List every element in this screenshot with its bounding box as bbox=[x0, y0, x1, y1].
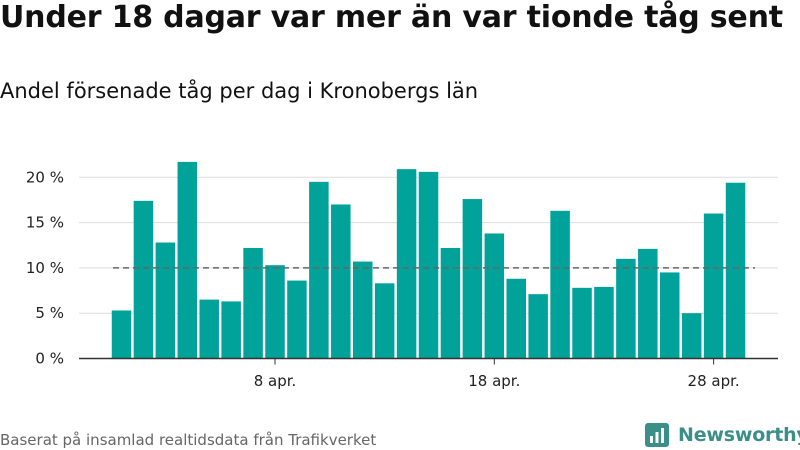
bar bbox=[133, 200, 154, 359]
bar bbox=[594, 286, 614, 359]
y-tick-label: 10 % bbox=[26, 259, 64, 277]
y-axis-tick-labels: 0 % 5 % 10 % 15 % 20 % bbox=[26, 168, 64, 367]
chart-subtitle: Andel försenade tåg per dag i Kronobergs… bbox=[0, 79, 479, 103]
bar bbox=[506, 278, 526, 359]
chart-title: Under 18 dagar var mer än var tionde tåg… bbox=[0, 0, 783, 35]
bar bbox=[111, 310, 132, 359]
y-tick-label: 0 % bbox=[35, 350, 64, 368]
bar bbox=[462, 199, 483, 359]
bar bbox=[418, 171, 439, 359]
x-tick-label: 8 apr. bbox=[254, 372, 297, 390]
y-tick-label: 20 % bbox=[26, 168, 64, 186]
x-axis: 8 apr. 18 apr. 28 apr. bbox=[79, 357, 778, 390]
bar bbox=[681, 313, 702, 359]
bar bbox=[155, 242, 176, 359]
bar bbox=[660, 272, 680, 359]
bar bbox=[177, 161, 198, 359]
newsworthy-logo-icon bbox=[645, 423, 669, 447]
bar bbox=[440, 247, 461, 359]
brand-name: Newsworthy bbox=[678, 424, 800, 446]
bar bbox=[374, 283, 395, 359]
bar bbox=[199, 299, 219, 359]
brand-logo: Newsworthy bbox=[644, 421, 800, 449]
bar bbox=[287, 280, 307, 359]
bar bbox=[572, 287, 592, 359]
bar bbox=[352, 261, 373, 359]
bar bbox=[528, 294, 548, 359]
y-tick-label: 15 % bbox=[26, 214, 64, 232]
bar bbox=[616, 258, 636, 359]
bar bbox=[550, 210, 570, 359]
bar bbox=[265, 265, 285, 359]
bar bbox=[309, 181, 329, 359]
bar bbox=[638, 248, 658, 359]
bar bbox=[703, 213, 724, 359]
bar bbox=[484, 233, 505, 359]
bar bbox=[396, 169, 417, 359]
y-tick-label: 5 % bbox=[35, 304, 64, 322]
bars bbox=[111, 161, 746, 359]
source-note: Baserat på insamlad realtidsdata från Tr… bbox=[0, 431, 377, 449]
x-tick-label: 18 apr. bbox=[468, 372, 520, 390]
bar-chart: 0 % 5 % 10 % 15 % 20 % 8 apr. 18 apr. 28 apr. bbox=[26, 161, 778, 390]
bar bbox=[243, 247, 263, 359]
bar bbox=[725, 182, 746, 359]
x-tick-label: 28 apr. bbox=[688, 372, 740, 390]
bar bbox=[331, 204, 351, 359]
bar bbox=[221, 301, 241, 359]
